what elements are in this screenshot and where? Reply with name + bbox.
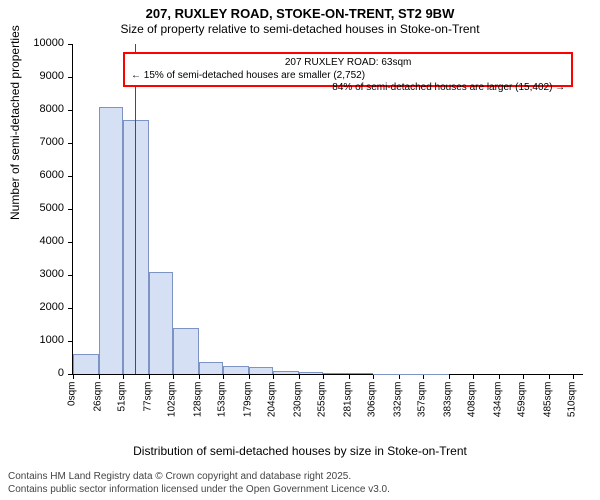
x-tick-mark [449, 374, 450, 379]
chart-footer: Contains HM Land Registry data © Crown c… [8, 470, 390, 496]
histogram-bar [223, 366, 249, 374]
x-tick-label: 77sqm [142, 382, 153, 422]
x-tick-label: 179sqm [242, 382, 253, 422]
x-tick-label: 383sqm [442, 382, 453, 422]
x-tick-label: 51sqm [117, 382, 128, 422]
x-tick-mark [349, 374, 350, 379]
x-tick-mark [149, 374, 150, 379]
x-tick-mark [299, 374, 300, 379]
histogram-bar [199, 362, 224, 374]
histogram-bar [249, 367, 274, 374]
y-tick-label: 4000 [24, 235, 64, 247]
x-axis-label: Distribution of semi-detached houses by … [0, 444, 600, 458]
x-tick-label: 230sqm [292, 382, 303, 422]
y-tick-mark [68, 143, 73, 144]
plot-area: 207 RUXLEY ROAD: 63sqm← 15% of semi-deta… [72, 44, 583, 375]
x-tick-mark [123, 374, 124, 379]
histogram-bar [323, 373, 349, 374]
y-tick-label: 0 [24, 367, 64, 379]
y-tick-label: 1000 [24, 334, 64, 346]
x-tick-label: 281sqm [342, 382, 353, 422]
y-tick-mark [68, 176, 73, 177]
chart-container: 207, RUXLEY ROAD, STOKE-ON-TRENT, ST2 9B… [0, 0, 600, 500]
x-tick-mark [573, 374, 574, 379]
x-tick-mark [223, 374, 224, 379]
histogram-bar [399, 374, 424, 375]
y-tick-mark [68, 77, 73, 78]
x-tick-mark [473, 374, 474, 379]
y-tick-label: 6000 [24, 169, 64, 181]
x-tick-label: 128sqm [192, 382, 203, 422]
y-tick-label: 8000 [24, 103, 64, 115]
histogram-bar [349, 373, 374, 374]
y-tick-mark [68, 242, 73, 243]
x-tick-mark [99, 374, 100, 379]
x-tick-label: 204sqm [267, 382, 278, 422]
x-tick-mark [549, 374, 550, 379]
y-tick-label: 3000 [24, 268, 64, 280]
y-tick-label: 5000 [24, 202, 64, 214]
footer-line1: Contains HM Land Registry data © Crown c… [8, 470, 390, 483]
y-tick-label: 9000 [24, 70, 64, 82]
annotation-box: 207 RUXLEY ROAD: 63sqm← 15% of semi-deta… [123, 52, 573, 87]
footer-line2: Contains public sector information licen… [8, 483, 390, 496]
x-tick-label: 255sqm [317, 382, 328, 422]
x-tick-mark [423, 374, 424, 379]
x-tick-label: 0sqm [67, 382, 78, 422]
histogram-bar [423, 374, 449, 375]
x-tick-mark [249, 374, 250, 379]
y-tick-mark [68, 341, 73, 342]
x-tick-label: 408sqm [467, 382, 478, 422]
y-tick-mark [68, 44, 73, 45]
histogram-bar [73, 354, 99, 374]
x-tick-label: 357sqm [417, 382, 428, 422]
histogram-bar [99, 107, 124, 374]
x-tick-mark [273, 374, 274, 379]
x-tick-label: 102sqm [167, 382, 178, 422]
y-tick-mark [68, 110, 73, 111]
chart-title-line1: 207, RUXLEY ROAD, STOKE-ON-TRENT, ST2 9B… [0, 6, 600, 21]
x-tick-label: 153sqm [217, 382, 228, 422]
x-tick-label: 306sqm [367, 382, 378, 422]
x-tick-mark [323, 374, 324, 379]
x-tick-mark [399, 374, 400, 379]
x-tick-label: 459sqm [517, 382, 528, 422]
x-tick-label: 485sqm [542, 382, 553, 422]
x-tick-mark [199, 374, 200, 379]
y-tick-mark [68, 275, 73, 276]
x-tick-mark [523, 374, 524, 379]
annotation-line: ← 15% of semi-detached houses are smalle… [131, 70, 565, 83]
x-tick-mark [173, 374, 174, 379]
histogram-bar [273, 371, 299, 374]
x-tick-label: 434sqm [492, 382, 503, 422]
y-tick-mark [68, 209, 73, 210]
histogram-bar [173, 328, 199, 374]
x-tick-mark [73, 374, 74, 379]
y-tick-mark [68, 308, 73, 309]
y-axis-label: Number of semi-detached properties [8, 25, 22, 220]
y-tick-label: 10000 [24, 37, 64, 49]
y-tick-label: 7000 [24, 136, 64, 148]
annotation-line: 84% of semi-detached houses are larger (… [131, 82, 565, 95]
y-tick-label: 2000 [24, 301, 64, 313]
chart-title-line2: Size of property relative to semi-detach… [0, 22, 600, 36]
x-tick-label: 510sqm [567, 382, 578, 422]
x-tick-mark [373, 374, 374, 379]
x-tick-label: 332sqm [392, 382, 403, 422]
annotation-line: 207 RUXLEY ROAD: 63sqm [131, 57, 565, 70]
histogram-bar [299, 372, 324, 374]
histogram-bar [149, 272, 174, 374]
x-tick-label: 26sqm [92, 382, 103, 422]
x-tick-mark [499, 374, 500, 379]
histogram-bar [373, 374, 399, 375]
